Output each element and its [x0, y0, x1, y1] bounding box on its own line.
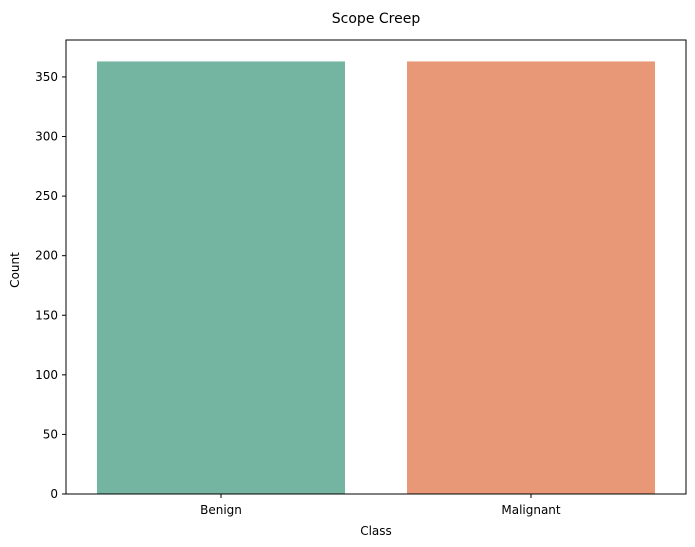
- y-tick-label: 50: [43, 427, 58, 441]
- bars-group: [97, 61, 655, 494]
- y-axis-label: Count: [8, 252, 22, 288]
- x-axis-label: Class: [360, 524, 392, 538]
- y-tick-label: 150: [35, 308, 58, 322]
- plot-frame: [65, 39, 687, 495]
- y-tick-label: 300: [35, 130, 58, 144]
- bar-malignant: [407, 61, 655, 494]
- axes-frame: [65, 39, 687, 495]
- x-tick-label: Benign: [200, 503, 242, 517]
- y-tick-label: 200: [35, 249, 58, 263]
- bar-benign: [97, 61, 345, 494]
- x-tick-label: Malignant: [501, 503, 561, 517]
- y-tick-label: 250: [35, 189, 58, 203]
- y-tick-label: 100: [35, 368, 58, 382]
- x-axis-ticks: Benign Malignant: [200, 494, 561, 517]
- y-tick-label: 0: [50, 487, 58, 501]
- y-tick-label: 350: [35, 70, 58, 84]
- y-axis-ticks: 0 50 100 150 200 250 300 350: [35, 70, 66, 501]
- chart-title: Scope Creep: [332, 11, 421, 27]
